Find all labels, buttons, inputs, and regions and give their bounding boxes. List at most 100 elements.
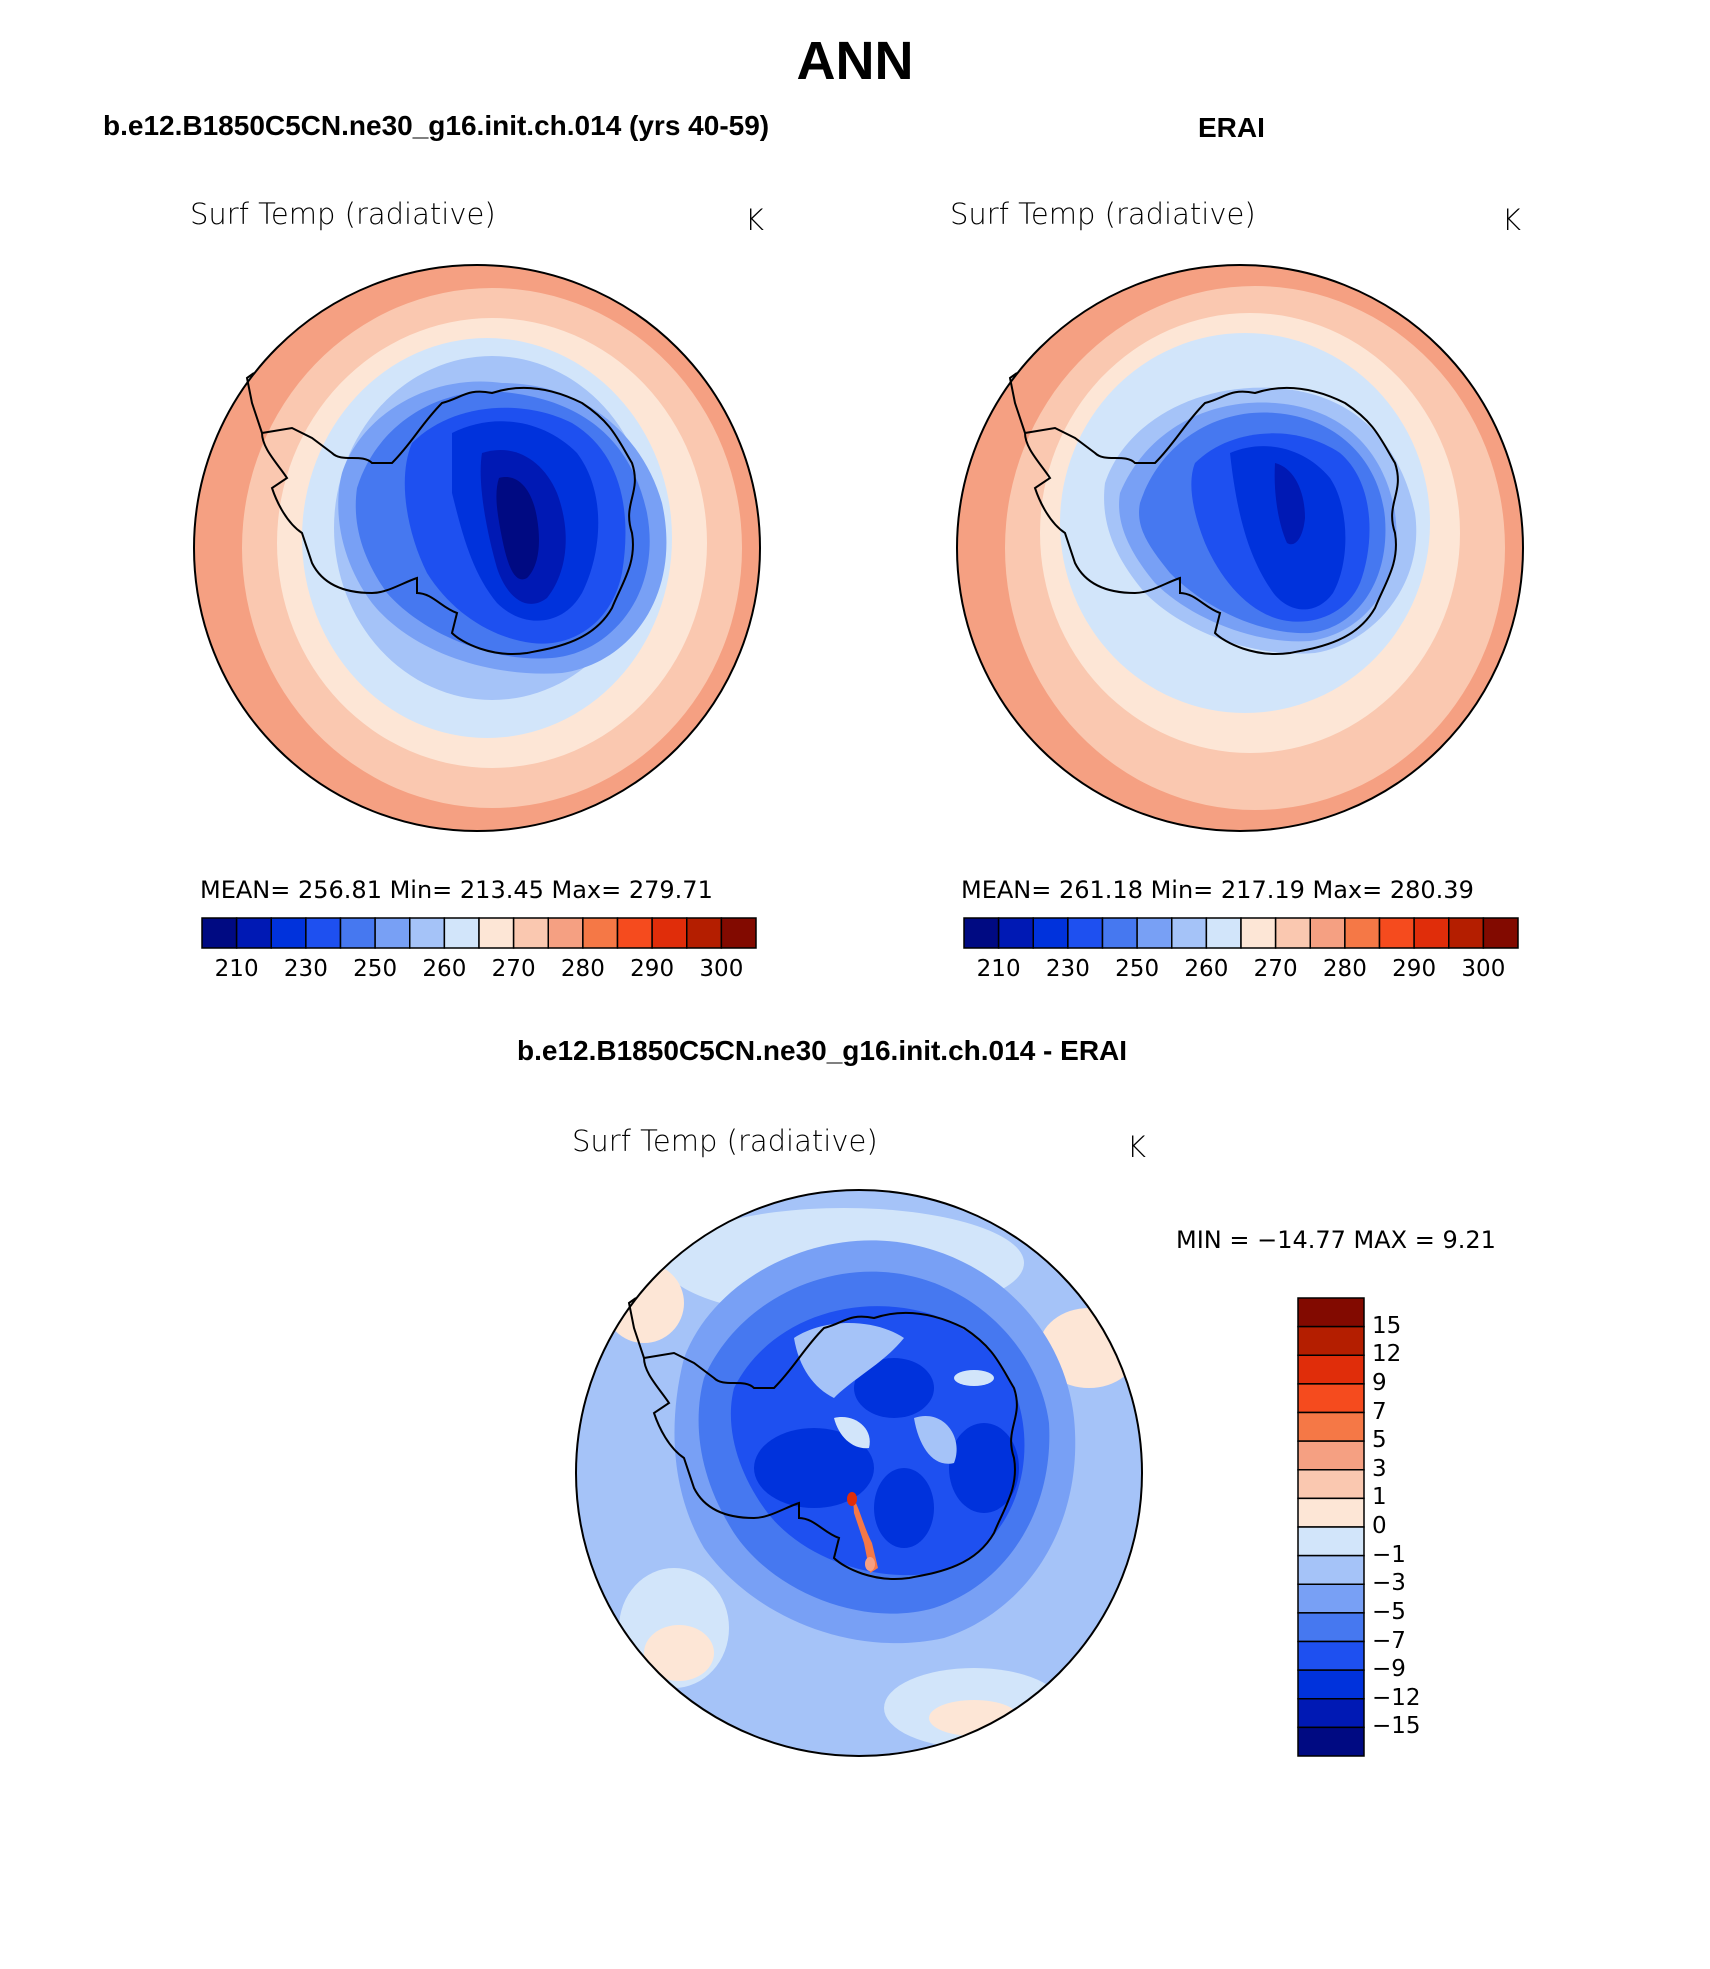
panel2-colorbar-tick-label: 270 xyxy=(1253,956,1298,982)
panel3-colorbar-swatch-10 xyxy=(1297,1583,1365,1614)
panel2-colorbar-swatch-8 xyxy=(1240,917,1277,949)
panel3-colorbar-tick-label: 12 xyxy=(1372,1341,1402,1368)
panel2-colorbar-swatch-15 xyxy=(1482,917,1519,949)
panel2-colorbar-swatch-12 xyxy=(1378,917,1415,949)
panel1-colorbar-tick-label: 250 xyxy=(353,956,398,982)
panel2-colorbar-tick-label: 280 xyxy=(1322,956,1367,982)
panel3-colorbar-swatch-8 xyxy=(1297,1526,1365,1557)
panel1-colorbar-swatch-7 xyxy=(443,917,480,949)
panel3-stats: MIN = −14.77 MAX = 9.21 xyxy=(1176,1226,1496,1254)
panel2-colorbar-swatch-0 xyxy=(963,917,1000,949)
panel1-colorbar-swatch-4 xyxy=(339,917,376,949)
panel3-colorbar-tick-label: −5 xyxy=(1372,1598,1406,1625)
panel2-colorbar-tick-label: 290 xyxy=(1392,956,1437,982)
panel1-colorbar-tick-label: 210 xyxy=(214,956,259,982)
panel3-colorbar-swatch-14 xyxy=(1297,1698,1365,1729)
panel3-colorbar-swatch-9 xyxy=(1297,1554,1365,1585)
panel2-colorbar-tick-label: 260 xyxy=(1184,956,1229,982)
panel3-colorbar-swatch-11 xyxy=(1297,1612,1365,1643)
panel2-case-title: ERAI xyxy=(1198,112,1265,143)
panel1-colorbar-swatch-6 xyxy=(409,917,446,949)
panel1-colorbar-tick-label: 270 xyxy=(491,956,536,982)
panel2-colorbar-swatch-14 xyxy=(1448,917,1485,949)
panel3-colorbar-tick-label: 1 xyxy=(1372,1484,1387,1511)
panel1-colorbar-swatch-11 xyxy=(582,917,619,949)
panel3-colorbar-tick-label: 3 xyxy=(1372,1455,1387,1482)
panel2-colorbar-swatch-5 xyxy=(1136,917,1173,949)
panel3-colorbar-swatch-4 xyxy=(1297,1411,1365,1442)
panel1-colorbar-swatch-12 xyxy=(616,917,653,949)
panel1-variable-label: Surf Temp (radiative) xyxy=(190,197,496,231)
panel1-stats: MEAN= 256.81 Min= 213.45 Max= 279.71 xyxy=(200,876,713,904)
panel1-colorbar-swatch-9 xyxy=(512,917,549,949)
panel1-colorbar-swatch-14 xyxy=(686,917,723,949)
panel3-colorbar-tick-label: 7 xyxy=(1372,1398,1387,1425)
panel3-colorbar xyxy=(1297,1297,1365,1757)
panel1-colorbar-swatch-3 xyxy=(305,917,342,949)
panel2-colorbar-swatch-10 xyxy=(1309,917,1346,949)
panel2-colorbar-tick-label: 250 xyxy=(1115,956,1160,982)
panel2-colorbar-swatch-4 xyxy=(1101,917,1138,949)
panel3-colorbar-tick-label: 9 xyxy=(1372,1369,1387,1396)
panel3-colorbar-swatch-12 xyxy=(1297,1640,1365,1671)
panel3-units: K xyxy=(1127,1130,1147,1164)
panel2-colorbar-swatch-7 xyxy=(1205,917,1242,949)
panel3-colorbar-swatch-15 xyxy=(1297,1726,1365,1757)
panel3-colorbar-swatch-3 xyxy=(1297,1383,1365,1414)
panel2-units: K xyxy=(1502,203,1522,237)
panel1-case-title: b.e12.B1850C5CN.ne30_g16.init.ch.014 (yr… xyxy=(103,110,770,141)
panel2-variable-label: Surf Temp (radiative) xyxy=(950,197,1256,231)
panel1-polar-map xyxy=(193,264,761,832)
panel1-colorbar-swatch-10 xyxy=(547,917,584,949)
panel2-stats: MEAN= 261.18 Min= 217.19 Max= 280.39 xyxy=(961,876,1474,904)
panel2-colorbar xyxy=(963,917,1519,949)
panel1-colorbar-swatch-13 xyxy=(651,917,688,949)
panel3-case-title: b.e12.B1850C5CN.ne30_g16.init.ch.014 - E… xyxy=(517,1035,1128,1066)
panel1-colorbar-tick-label: 300 xyxy=(699,956,744,982)
panel3-colorbar-swatch-0 xyxy=(1297,1297,1365,1328)
panel3-colorbar-tick-label: 5 xyxy=(1372,1427,1387,1454)
panel1-colorbar-swatch-2 xyxy=(270,917,307,949)
panel2-colorbar-swatch-3 xyxy=(1067,917,1104,949)
panel1-units: K xyxy=(745,203,765,237)
panel2-colorbar-tick-label: 300 xyxy=(1461,956,1506,982)
panel3-colorbar-ticks: 15 12 9 7 5 3 1 0 −1 −3 −5 −7 −9 −12 −15 xyxy=(1372,1298,1462,1756)
panel2-colorbar-ticks: 210 230 250 260 270 280 290 300 xyxy=(964,956,1518,986)
figure-title: ANN xyxy=(796,31,914,91)
panel3-colorbar-swatch-13 xyxy=(1297,1669,1365,1700)
panel3-colorbar-tick-label: 0 xyxy=(1372,1513,1387,1539)
panel3-colorbar-swatch-2 xyxy=(1297,1354,1365,1385)
panel3-polar-map xyxy=(575,1189,1143,1757)
panel3-colorbar-tick-label: −7 xyxy=(1372,1627,1406,1654)
panel1-colorbar-swatch-5 xyxy=(374,917,411,949)
panel1-colorbar-tick-label: 260 xyxy=(422,956,467,982)
panel1-colorbar-tick-label: 280 xyxy=(560,956,605,982)
panel3-colorbar-tick-label: 15 xyxy=(1372,1312,1402,1339)
panel1-colorbar-tick-label: 290 xyxy=(630,956,675,982)
panel2-colorbar-swatch-6 xyxy=(1171,917,1208,949)
panel1-colorbar-ticks: 210 230 250 260 270 280 290 300 xyxy=(202,956,756,986)
panel3-colorbar-swatch-5 xyxy=(1297,1440,1365,1471)
panel2-polar-map xyxy=(956,264,1524,832)
panel2-colorbar-tick-label: 210 xyxy=(976,956,1021,982)
panel1-colorbar xyxy=(201,917,757,949)
panel1-colorbar-swatch-15 xyxy=(720,917,757,949)
panel1-colorbar-tick-label: 230 xyxy=(283,956,328,982)
panel3-colorbar-swatch-7 xyxy=(1297,1497,1365,1528)
panel3-colorbar-tick-label: −12 xyxy=(1372,1684,1421,1711)
panel2-colorbar-tick-label: 230 xyxy=(1045,956,1090,982)
panel3-colorbar-tick-label: −9 xyxy=(1372,1656,1406,1683)
panel3-colorbar-tick-label: −15 xyxy=(1372,1713,1421,1740)
panel2-colorbar-swatch-13 xyxy=(1413,917,1450,949)
panel3-variable-label: Surf Temp (radiative) xyxy=(572,1124,878,1158)
panel3-colorbar-swatch-1 xyxy=(1297,1325,1365,1356)
panel1-colorbar-swatch-0 xyxy=(201,917,238,949)
panel3-colorbar-tick-label: −1 xyxy=(1372,1541,1406,1568)
panel2-colorbar-swatch-1 xyxy=(997,917,1034,949)
panel3-colorbar-tick-label: −3 xyxy=(1372,1570,1406,1597)
panel3-colorbar-swatch-6 xyxy=(1297,1469,1365,1500)
panel2-colorbar-swatch-2 xyxy=(1032,917,1069,949)
panel2-colorbar-swatch-9 xyxy=(1274,917,1311,949)
panel2-colorbar-swatch-11 xyxy=(1344,917,1381,949)
panel1-colorbar-swatch-8 xyxy=(478,917,515,949)
